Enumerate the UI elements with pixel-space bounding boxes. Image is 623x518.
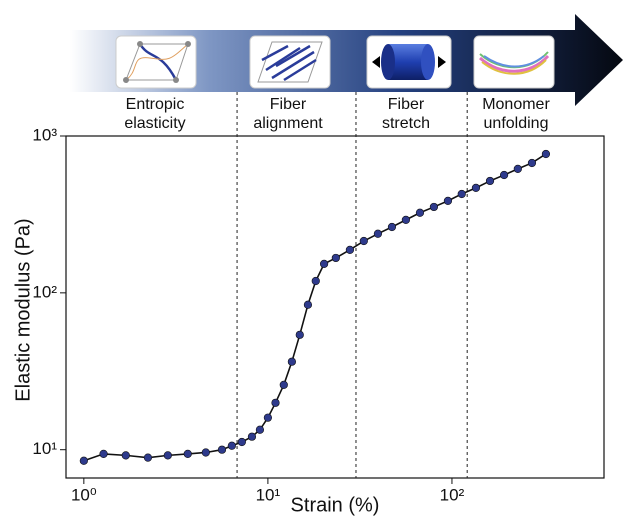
regime-label: Fiber [270, 96, 307, 113]
data-point [279, 380, 288, 389]
data-point [79, 456, 88, 465]
y-tick-label: 10² [32, 282, 57, 301]
x-tick-label: 10⁰ [71, 485, 97, 504]
data-point [311, 276, 320, 286]
data-point [415, 208, 425, 217]
data-point [255, 425, 265, 434]
regime-label: Entropic [126, 96, 185, 113]
alignment-icon [249, 35, 331, 89]
data-point [143, 453, 153, 462]
plot-frame [65, 135, 605, 479]
data-point [121, 451, 130, 460]
data-point [247, 432, 257, 441]
x-tick-label: 10¹ [256, 485, 281, 504]
regime-label: Monomer [482, 96, 550, 113]
data-point [499, 170, 509, 180]
y-axis-label: Elastic modulus (Pa) [12, 218, 34, 401]
data-point [401, 215, 410, 224]
data-point [237, 437, 246, 447]
data-point [99, 449, 108, 459]
data-point [287, 357, 296, 366]
regime-label: elasticity [124, 115, 185, 132]
data-point [271, 398, 280, 407]
regime-label: Fiber [388, 96, 425, 113]
data-point [319, 259, 329, 268]
data-point [443, 196, 453, 205]
data-point [359, 236, 368, 246]
regime-label: unfolding [484, 115, 549, 132]
y-tick-label: 10³ [32, 125, 57, 144]
data-point [541, 149, 551, 159]
data-point [513, 164, 522, 173]
data-point [527, 158, 537, 168]
y-tick-label: 10¹ [32, 439, 57, 458]
unfolding-icon [473, 35, 555, 89]
regime-label: alignment [253, 115, 323, 132]
data-point [263, 413, 272, 422]
data-point [429, 202, 439, 212]
data-point [303, 300, 313, 309]
data-point [387, 222, 397, 232]
x-tick-label: 10² [440, 485, 465, 504]
data-line [83, 153, 547, 462]
data-point [217, 445, 227, 454]
data-point [227, 441, 236, 450]
data-point [201, 448, 210, 457]
stretch-icon [366, 35, 452, 89]
data-point [163, 451, 172, 460]
data-point [373, 229, 383, 238]
regime-label: stretch [382, 115, 430, 132]
data-point [183, 449, 192, 459]
entropic-icon [115, 35, 197, 89]
data-point [471, 183, 481, 192]
x-axis-label: Strain (%) [291, 494, 380, 516]
data-point [345, 245, 355, 254]
data-point [485, 176, 495, 186]
data-point [331, 253, 340, 263]
data-point [457, 189, 466, 199]
data-point [295, 330, 304, 339]
